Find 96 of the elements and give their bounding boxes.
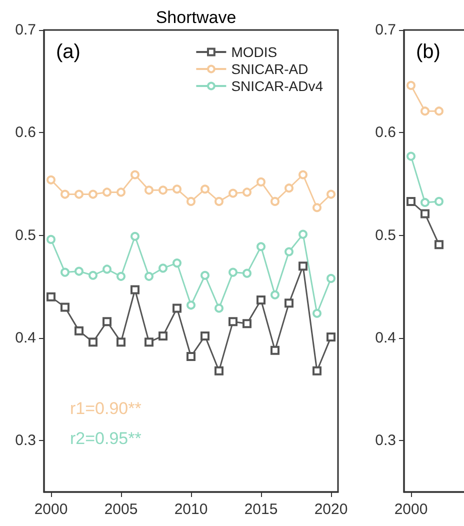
point bbox=[228, 268, 238, 277]
point bbox=[298, 230, 308, 239]
point bbox=[46, 234, 56, 244]
point bbox=[130, 232, 140, 241]
point bbox=[200, 331, 210, 340]
point bbox=[60, 268, 70, 277]
point bbox=[130, 285, 140, 294]
point bbox=[256, 296, 266, 305]
point bbox=[46, 292, 56, 302]
point bbox=[74, 326, 84, 336]
point bbox=[158, 186, 168, 195]
point bbox=[130, 170, 140, 180]
point bbox=[284, 247, 294, 256]
point bbox=[406, 152, 416, 161]
x-tick-label: 2010 bbox=[174, 501, 208, 518]
legend-label: MODIS bbox=[231, 44, 278, 60]
annotation: r1=0.90** bbox=[70, 399, 142, 418]
y-tick-label: 0.6 bbox=[375, 124, 396, 142]
point bbox=[172, 258, 182, 268]
point bbox=[88, 338, 98, 347]
point bbox=[270, 290, 280, 300]
y-tick-label: 0.3 bbox=[15, 432, 36, 450]
point bbox=[88, 190, 98, 199]
x-tick-label: 2015 bbox=[244, 501, 278, 518]
point bbox=[200, 270, 210, 280]
x-tick-label: 2020 bbox=[314, 501, 348, 518]
chart-title: Shortwave bbox=[156, 8, 236, 27]
annotation: (a) bbox=[56, 41, 80, 63]
y-tick-label: 0.6 bbox=[15, 124, 36, 142]
point bbox=[158, 264, 168, 273]
point bbox=[434, 106, 444, 116]
y-tick-label: 0.5 bbox=[15, 226, 36, 244]
point bbox=[406, 196, 416, 206]
point bbox=[200, 184, 210, 194]
y-tick-label: 0.7 bbox=[375, 22, 396, 38]
point bbox=[172, 184, 182, 194]
point bbox=[102, 188, 112, 197]
legend-label: SNICAR-ADv4 bbox=[231, 78, 324, 94]
point bbox=[74, 266, 84, 276]
y-tick-label: 0.4 bbox=[15, 330, 36, 346]
point bbox=[144, 186, 154, 195]
point bbox=[256, 242, 266, 252]
point bbox=[46, 175, 56, 184]
point bbox=[298, 262, 308, 271]
point bbox=[420, 209, 430, 218]
point bbox=[284, 298, 294, 308]
point bbox=[284, 184, 294, 193]
point bbox=[116, 272, 126, 281]
point bbox=[186, 300, 196, 310]
y-tick-label: 0.5 bbox=[375, 226, 396, 244]
point bbox=[158, 331, 168, 340]
point bbox=[434, 240, 444, 250]
point bbox=[326, 332, 336, 342]
point bbox=[228, 188, 238, 198]
point bbox=[60, 302, 70, 312]
point bbox=[74, 190, 84, 199]
point bbox=[172, 304, 182, 313]
point bbox=[256, 177, 266, 186]
point bbox=[116, 338, 126, 347]
annotation: r2=0.95** bbox=[70, 429, 142, 448]
point bbox=[270, 196, 280, 206]
y-tick-label: 0.4 bbox=[375, 330, 396, 346]
point bbox=[420, 106, 430, 116]
point bbox=[298, 170, 308, 180]
legend-label: SNICAR-AD bbox=[231, 61, 308, 77]
point bbox=[312, 366, 322, 376]
point bbox=[326, 190, 336, 199]
point bbox=[214, 304, 224, 313]
point bbox=[102, 264, 112, 274]
point bbox=[60, 190, 70, 199]
y-tick-label: 0.7 bbox=[15, 22, 36, 38]
point bbox=[420, 198, 430, 207]
point bbox=[312, 203, 322, 212]
point bbox=[186, 196, 196, 206]
point bbox=[144, 338, 154, 347]
x-tick-label: 2000 bbox=[394, 501, 428, 518]
point bbox=[88, 270, 98, 280]
point bbox=[434, 196, 444, 206]
x-tick-label: 2005 bbox=[104, 501, 138, 518]
point bbox=[228, 317, 238, 326]
point bbox=[326, 274, 336, 283]
point bbox=[242, 319, 252, 328]
point bbox=[102, 317, 112, 326]
point bbox=[406, 80, 416, 90]
x-tick-label: 2000 bbox=[34, 501, 68, 518]
point bbox=[242, 188, 252, 197]
point bbox=[214, 196, 224, 206]
point bbox=[242, 268, 252, 278]
point bbox=[186, 352, 196, 361]
annotation: (b) bbox=[416, 41, 440, 63]
point bbox=[270, 346, 280, 355]
point bbox=[144, 272, 154, 281]
point bbox=[312, 308, 322, 318]
y-tick-label: 0.3 bbox=[375, 432, 396, 450]
point bbox=[116, 188, 126, 197]
point bbox=[214, 366, 224, 376]
